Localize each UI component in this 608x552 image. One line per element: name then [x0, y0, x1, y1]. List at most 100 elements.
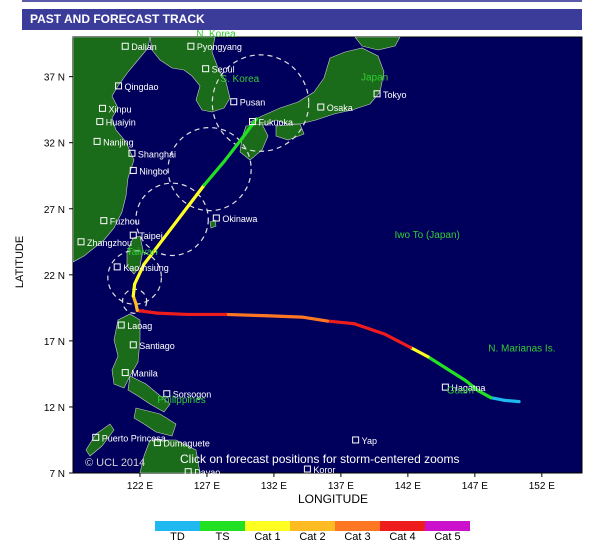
- track-segment[interactable]: [477, 389, 493, 400]
- region-label: N. Korea: [196, 29, 236, 40]
- city-label: Davao: [194, 468, 220, 478]
- page-title: PAST AND FORECAST TRACK: [30, 12, 205, 26]
- legend-swatch: [380, 521, 425, 531]
- city-marker: [202, 65, 210, 73]
- uncertainty-circle[interactable]: [107, 250, 163, 305]
- city-label: Seoul: [212, 65, 235, 75]
- lon-tick-label: 152 E: [529, 481, 555, 492]
- city-label: Pusan: [240, 98, 266, 108]
- city-label: Nanjing: [103, 137, 134, 147]
- city-marker: [113, 263, 121, 271]
- city-label: Dalian: [131, 42, 157, 52]
- track-segment[interactable]: [300, 315, 330, 323]
- city-label: Ningbo: [139, 166, 168, 176]
- region-label: Philippines: [157, 395, 205, 406]
- city-marker: [352, 436, 360, 444]
- city-marker: [98, 104, 106, 112]
- y-axis-label: LATITUDE: [14, 235, 26, 289]
- track-segment[interactable]: [202, 159, 226, 187]
- track-segment[interactable]: [489, 396, 506, 402]
- lon-tick-label: 132 E: [261, 481, 287, 492]
- city-label: Zhangzhou: [87, 238, 132, 248]
- city-label: Qingdao: [125, 82, 159, 92]
- track-segment[interactable]: [131, 282, 137, 298]
- city-marker: [184, 468, 192, 476]
- landmasses: [73, 37, 401, 473]
- city-markers: Dalian Pyongyang Seoul Qingdao Xinpu Pusan Osa…: [77, 42, 485, 478]
- track-segment[interactable]: [463, 378, 481, 393]
- lon-tick-label: 137 E: [328, 481, 354, 492]
- track-segment[interactable]: [162, 209, 186, 240]
- japan-honshu: [249, 47, 385, 127]
- lat-tick-label: 12 N: [44, 403, 65, 414]
- visayas: [133, 407, 177, 437]
- zoom-notice[interactable]: Click on forecast positions for storm-ce…: [180, 452, 459, 466]
- track-segment[interactable]: [222, 137, 244, 163]
- city-marker: [128, 149, 136, 157]
- city-label: Pyongyang: [197, 42, 242, 52]
- legend-swatch: [200, 521, 245, 531]
- city-marker: [115, 82, 123, 90]
- track-segment[interactable]: [142, 236, 166, 266]
- track-segment[interactable]: [135, 308, 159, 315]
- region-label: Taiwan: [127, 247, 158, 258]
- track-segment[interactable]: [352, 322, 387, 336]
- track-segment[interactable]: [265, 314, 304, 319]
- lon-tick-label: 142 E: [395, 481, 421, 492]
- japan-shikoku: [275, 123, 305, 141]
- lat-tick-label: 27 N: [44, 205, 65, 216]
- taiwan: [126, 235, 144, 275]
- track-segment[interactable]: [408, 345, 430, 359]
- city-label: Koror: [313, 465, 335, 475]
- city-marker: [129, 231, 137, 239]
- legend-swatch: [335, 521, 380, 531]
- city-label: Yap: [362, 436, 377, 446]
- city-label: Tokyo: [383, 90, 407, 100]
- track-segment[interactable]: [426, 355, 449, 371]
- city-label: Manila: [131, 369, 158, 379]
- city-label: Huaiyin: [106, 118, 136, 128]
- city-label: Laoag: [127, 321, 152, 331]
- uncertainty-circle[interactable]: [167, 126, 252, 212]
- lat-tick-label: 7 N: [49, 469, 65, 480]
- legend-swatch: [155, 521, 200, 531]
- city-marker: [373, 90, 381, 98]
- track-segment[interactable]: [445, 367, 468, 383]
- city-marker: [230, 98, 238, 106]
- legend-swatch: [245, 521, 290, 531]
- track-segment[interactable]: [240, 117, 259, 141]
- track-segment[interactable]: [325, 319, 356, 326]
- track-segment[interactable]: [224, 312, 269, 318]
- legend-label: Cat 3: [344, 531, 371, 543]
- city-label: Taipei: [139, 231, 163, 241]
- legend-label: Cat 4: [389, 531, 416, 543]
- city-marker: [248, 118, 256, 126]
- city-label: Shanghai: [138, 149, 176, 159]
- city-marker: [121, 42, 129, 50]
- japan-hokkaido: [354, 37, 401, 51]
- city-label: Puerto Princesa: [102, 433, 166, 443]
- uncertainty-circle[interactable]: [135, 182, 209, 257]
- uncertainty-circle[interactable]: [211, 54, 310, 152]
- track-segment[interactable]: [133, 262, 146, 286]
- legend-swatch: [290, 521, 335, 531]
- region-label: Iwo To (Japan): [394, 230, 459, 241]
- lat-tick-label: 32 N: [44, 139, 65, 150]
- palawan: [85, 423, 115, 457]
- track-segment[interactable]: [502, 398, 521, 404]
- city-marker: [303, 465, 311, 473]
- lat-tick-label: 17 N: [44, 337, 65, 348]
- luzon-southeast: [127, 375, 171, 413]
- storm-track[interactable]: [131, 117, 521, 404]
- track-segment[interactable]: [383, 332, 413, 350]
- city-marker: [93, 137, 101, 145]
- city-marker: [441, 383, 449, 391]
- track-segment[interactable]: [182, 183, 206, 213]
- city-marker: [96, 118, 104, 126]
- track-segment[interactable]: [155, 311, 189, 317]
- china-mainland: [73, 37, 151, 263]
- city-marker: [121, 369, 129, 377]
- city-marker: [212, 214, 220, 222]
- city-label: Kao-hsiung: [123, 263, 169, 273]
